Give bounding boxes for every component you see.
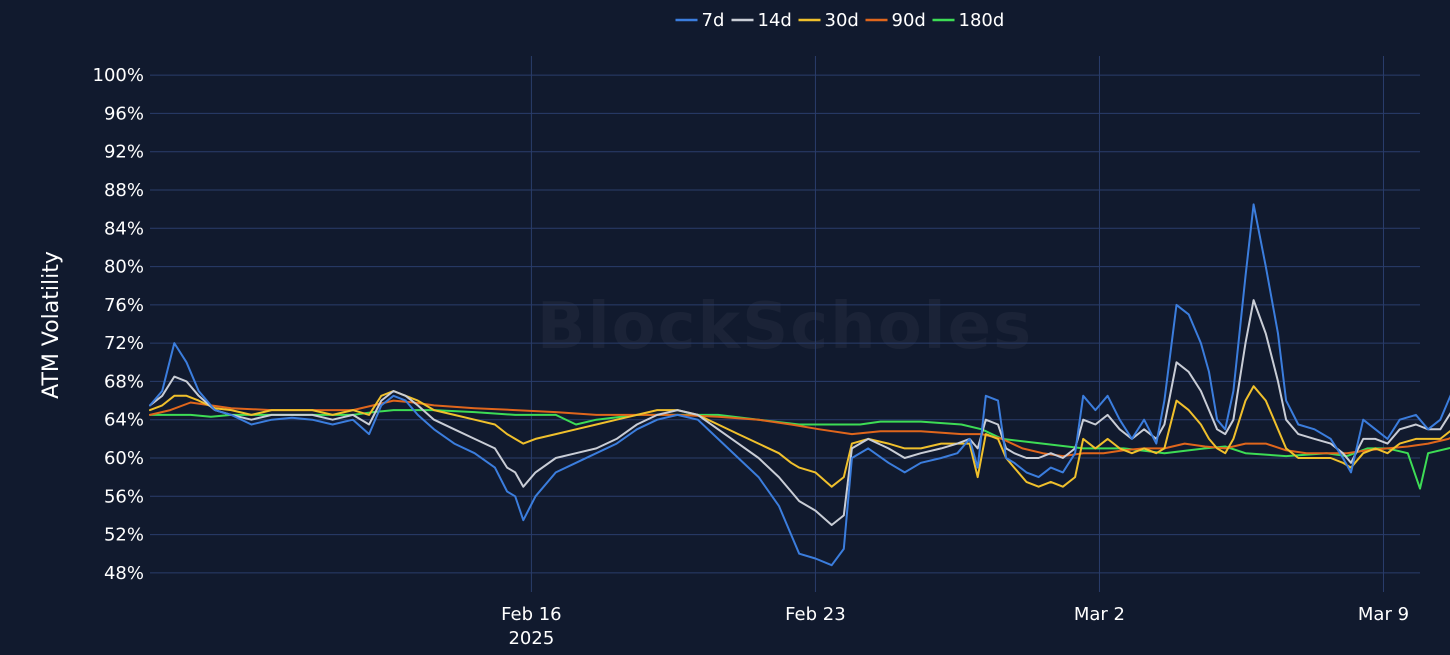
x-tick-label: Feb 16 [501,604,562,625]
legend-label-180d: 180d [959,10,1005,31]
legend-label-14d: 14d [758,10,792,31]
y-tick-label: 56% [104,486,144,507]
legend-label-90d: 90d [892,10,926,31]
y-axis-label: ATM Volatility [39,251,64,399]
y-axis: 48% 52% 56% 60% 64% 68% 72% 76% 80% 84% 88% 92% 96% 1… [93,65,144,584]
y-tick-label: 60% [104,448,144,469]
x-axis: Feb 16 2025 Feb 23 Mar 2 Mar 9 [501,604,1409,649]
series-line-30d [149,385,1450,488]
x-tick-label: Mar 2 [1074,604,1125,625]
grid [150,56,1420,592]
watermark: BlockScholes [537,290,1033,364]
y-tick-label: 92% [104,142,144,163]
y-tick-label: 96% [104,103,144,124]
y-tick-label: 48% [104,563,144,584]
x-tick-label: Mar 9 [1358,604,1409,625]
x-tick-label: Feb 23 [785,604,846,625]
y-tick-label: 64% [104,410,144,431]
x-tick-sublabel: 2025 [508,628,554,649]
series-line-90d [149,399,1450,458]
y-tick-label: 100% [93,65,144,86]
y-tick-label: 80% [104,257,144,278]
y-tick-label: 52% [104,525,144,546]
y-tick-label: 88% [104,180,144,201]
legend-label-7d: 7d [702,10,725,31]
y-tick-label: 84% [104,218,144,239]
y-tick-label: 72% [104,333,144,354]
series-lines [149,203,1450,567]
legend: 7d 14d 30d 90d 180d [675,10,1005,31]
y-tick-label: 76% [104,295,144,316]
series-line-7d [149,203,1450,567]
legend-label-30d: 30d [825,10,859,31]
y-tick-label: 68% [104,371,144,392]
